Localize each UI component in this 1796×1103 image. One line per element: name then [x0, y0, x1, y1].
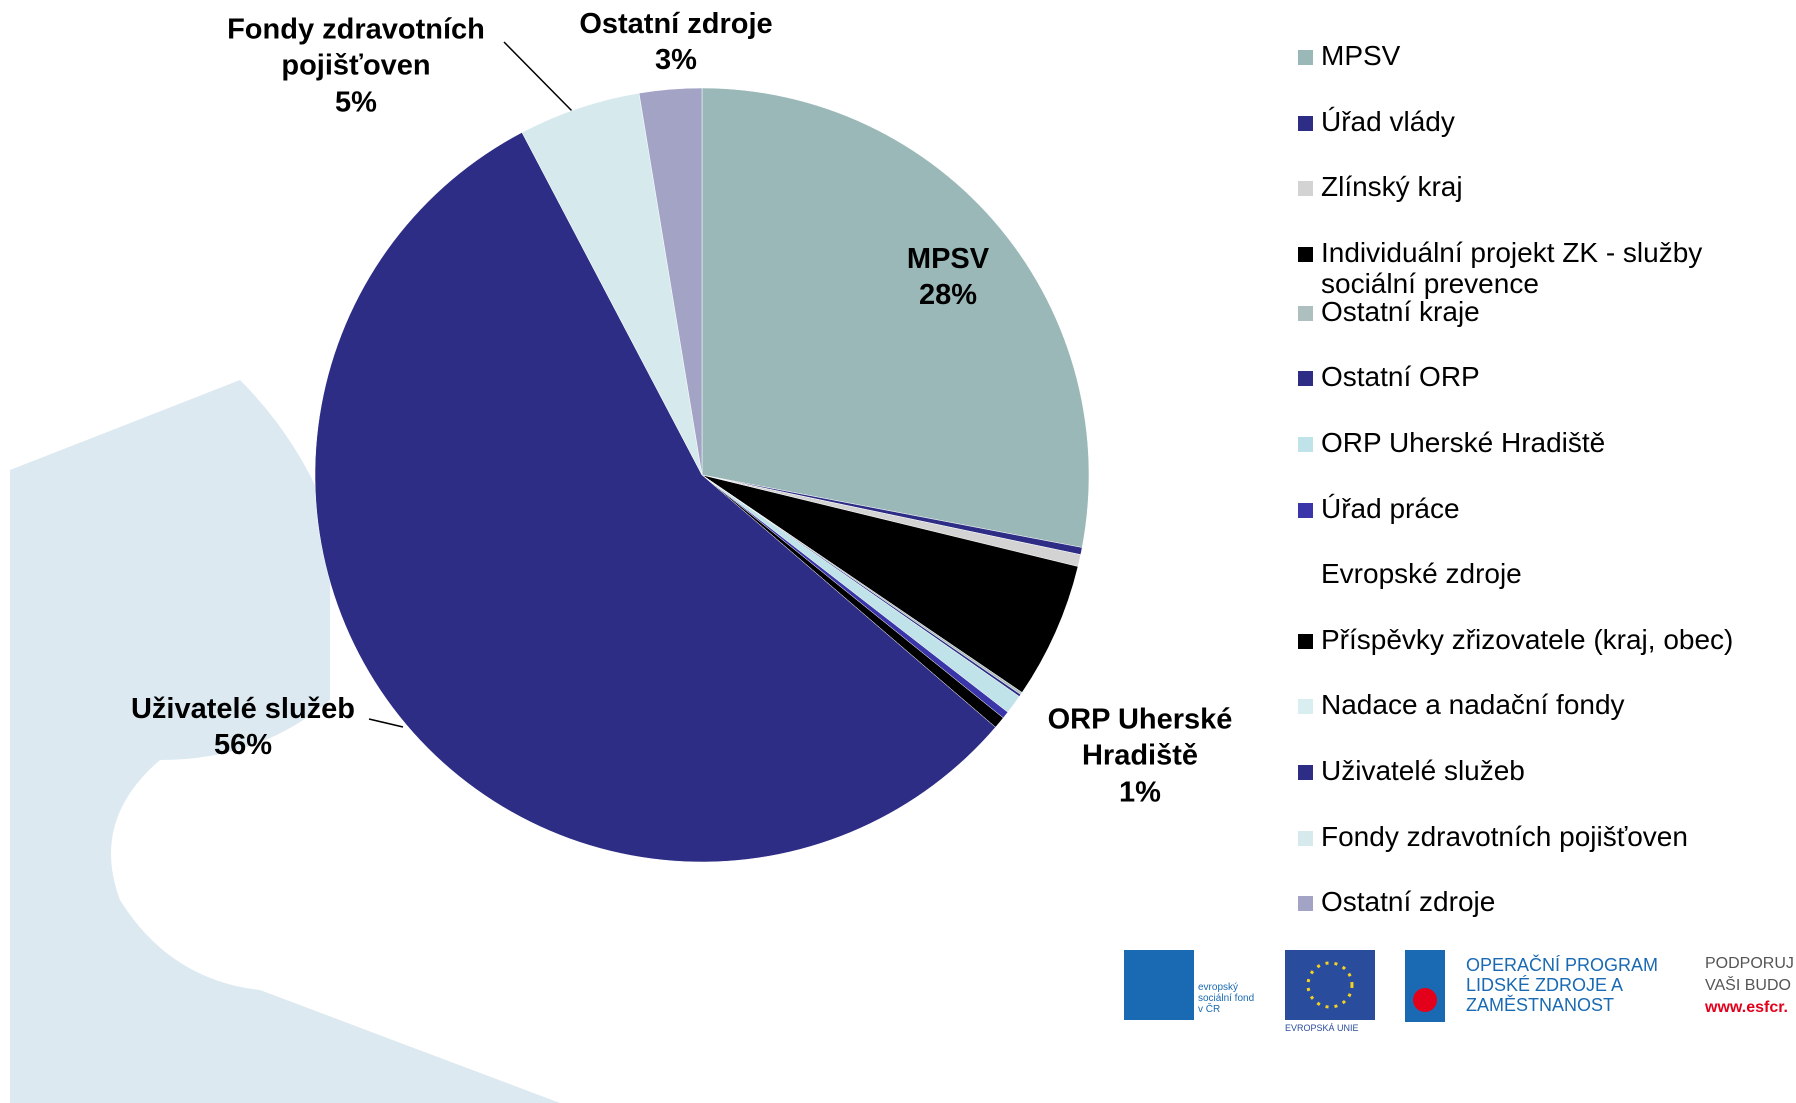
data-label-name: Ostatní zdroje — [579, 7, 773, 40]
legend-label: Individuální projekt ZK - služby sociáln… — [1321, 236, 1703, 299]
leader-line — [503, 41, 574, 113]
data-label-value: 3% — [655, 44, 697, 76]
legend-label: ORP Uherské Hradiště — [1321, 427, 1606, 459]
data-label-value: 56% — [213, 729, 273, 761]
legend-marker — [1298, 896, 1313, 912]
legend-marker — [1298, 50, 1313, 65]
legend-label: Úřad vlády — [1321, 105, 1455, 137]
legend-marker — [1298, 246, 1313, 262]
data-label: MPSV 28% — [848, 241, 1048, 314]
legend-label: Úřad práce — [1321, 492, 1460, 524]
pie — [314, 87, 1090, 863]
legend-label: Příspěvky zřizovatele (kraj, obec) — [1321, 623, 1734, 655]
legend-marker — [1298, 699, 1313, 715]
legend-marker — [1298, 181, 1313, 197]
legend-marker — [1298, 568, 1313, 584]
url-text: www.esfcr. — [1705, 999, 1788, 1016]
background-shape — [10, 380, 560, 1103]
legend-label: Ostatní kraje — [1321, 295, 1480, 327]
esf-text: evropský sociální fond v ČR — [1198, 982, 1255, 1016]
pie-slice — [701, 87, 1090, 548]
data-label-name: ORP Uherské Hradiště — [1047, 703, 1233, 772]
legend-label: Ostatní zdroje — [1321, 886, 1496, 918]
program-text: OPERAČNÍ PROGRAM LIDSKÉ ZDROJE A ZAMĚSTN… — [1466, 955, 1659, 1016]
legend-label: Evropské zdroje — [1321, 558, 1522, 590]
eu-stars — [1306, 961, 1354, 1009]
legend-marker — [1298, 830, 1313, 846]
data-label: Uživatelé služeb 56% — [103, 691, 383, 764]
legend-label: Zlínský kraj — [1321, 171, 1463, 203]
slogan-text: PODPORUJ — [1705, 955, 1794, 972]
legend-marker — [1298, 633, 1313, 649]
slogan-text: VAŠI BUDO — [1705, 977, 1791, 994]
pie-slice — [314, 132, 996, 863]
legend-marker — [1298, 371, 1313, 387]
data-label: Ostatní zdroje 3% — [546, 6, 806, 79]
pie-slice — [701, 474, 1079, 693]
data-label-value: 28% — [918, 279, 978, 311]
eu-text: EVROPSKÁ UNIE — [1285, 1023, 1359, 1033]
data-label: Fondy zdravotních pojišťoven 5% — [206, 12, 506, 121]
pie-slice — [638, 87, 703, 476]
data-label-value: 5% — [335, 86, 377, 119]
data-label: ORP Uherské Hradiště 1% — [1025, 702, 1255, 811]
oplzz-figure — [1413, 988, 1437, 1012]
legend-marker — [1298, 765, 1313, 781]
data-label-name: Fondy zdravotních pojišťoven — [227, 13, 485, 82]
legend-label: Nadace a nadační fondy — [1321, 689, 1625, 721]
legend-marker — [1298, 437, 1313, 453]
data-label-value: 1% — [1119, 776, 1161, 809]
esf-logo — [1124, 950, 1194, 1020]
legend-label: MPSV — [1321, 40, 1401, 71]
data-label-name: Uživatelé služeb — [130, 692, 356, 725]
legend-marker — [1298, 502, 1313, 518]
legend-label: Ostatní ORP — [1321, 361, 1480, 393]
legend-label: Uživatelé služeb — [1321, 755, 1525, 787]
legend-marker — [1298, 115, 1313, 131]
legend-marker — [1298, 305, 1313, 321]
leader-line — [368, 718, 404, 728]
legend-label: Fondy zdravotních pojišťoven — [1321, 820, 1688, 852]
data-label-name: MPSV — [906, 242, 990, 275]
eu-flag — [1285, 950, 1375, 1020]
